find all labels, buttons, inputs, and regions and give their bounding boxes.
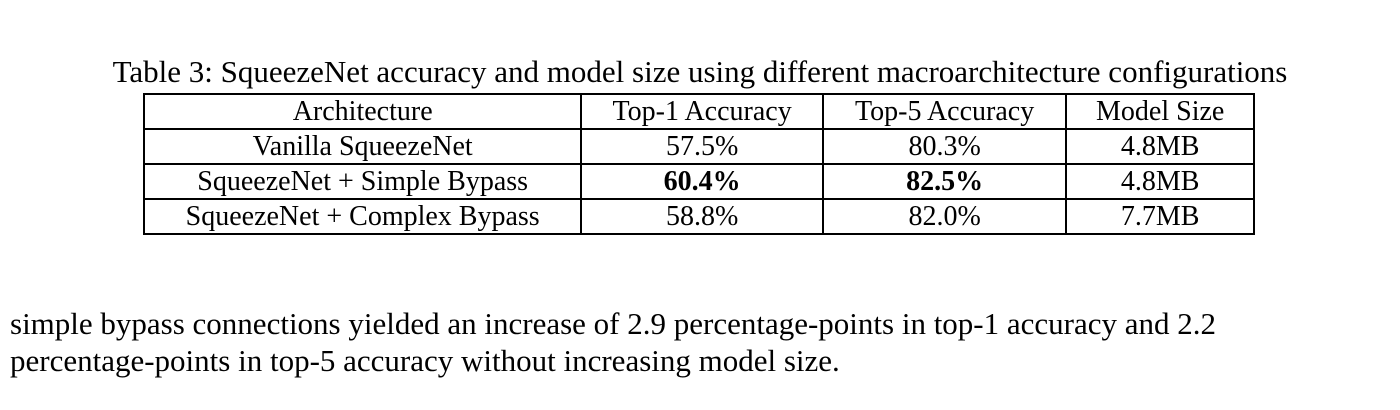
cell-top1: 58.8% [580, 198, 824, 235]
table-row: SqueezeNet + Complex Bypass 58.8% 82.0% … [142, 198, 1255, 235]
paragraph-line: simple bypass connections yielded an inc… [10, 306, 1217, 341]
cell-top5: 80.3% [821, 128, 1068, 165]
paragraph-line: percentage-points in top-5 accuracy with… [10, 343, 840, 378]
table-header-row: Architecture Top-1 Accuracy Top-5 Accura… [142, 93, 1255, 130]
table-row: SqueezeNet + Simple Bypass 60.4% 82.5% 4… [142, 163, 1255, 200]
table-caption: Table 3: SqueezeNet accuracy and model s… [112, 54, 1288, 89]
cell-architecture: Vanilla SqueezeNet [142, 128, 583, 165]
cell-size: 7.7MB [1065, 198, 1255, 235]
body-paragraph: simple bypass connections yielded an inc… [10, 305, 1395, 379]
header-architecture: Architecture [142, 93, 583, 130]
header-model-size: Model Size [1065, 93, 1255, 130]
cell-top5: 82.0% [821, 198, 1068, 235]
header-top5-accuracy: Top-5 Accuracy [821, 93, 1068, 130]
cell-architecture: SqueezeNet + Complex Bypass [142, 198, 583, 235]
results-table: Architecture Top-1 Accuracy Top-5 Accura… [142, 93, 1255, 235]
cell-top5-best: 82.5% [821, 163, 1068, 200]
cell-architecture: SqueezeNet + Simple Bypass [142, 163, 583, 200]
cell-top1-best: 60.4% [580, 163, 824, 200]
table-row: Vanilla SqueezeNet 57.5% 80.3% 4.8MB [142, 128, 1255, 165]
cell-top1: 57.5% [580, 128, 824, 165]
header-top1-accuracy: Top-1 Accuracy [580, 93, 824, 130]
cell-size: 4.8MB [1065, 163, 1255, 200]
cell-size: 4.8MB [1065, 128, 1255, 165]
